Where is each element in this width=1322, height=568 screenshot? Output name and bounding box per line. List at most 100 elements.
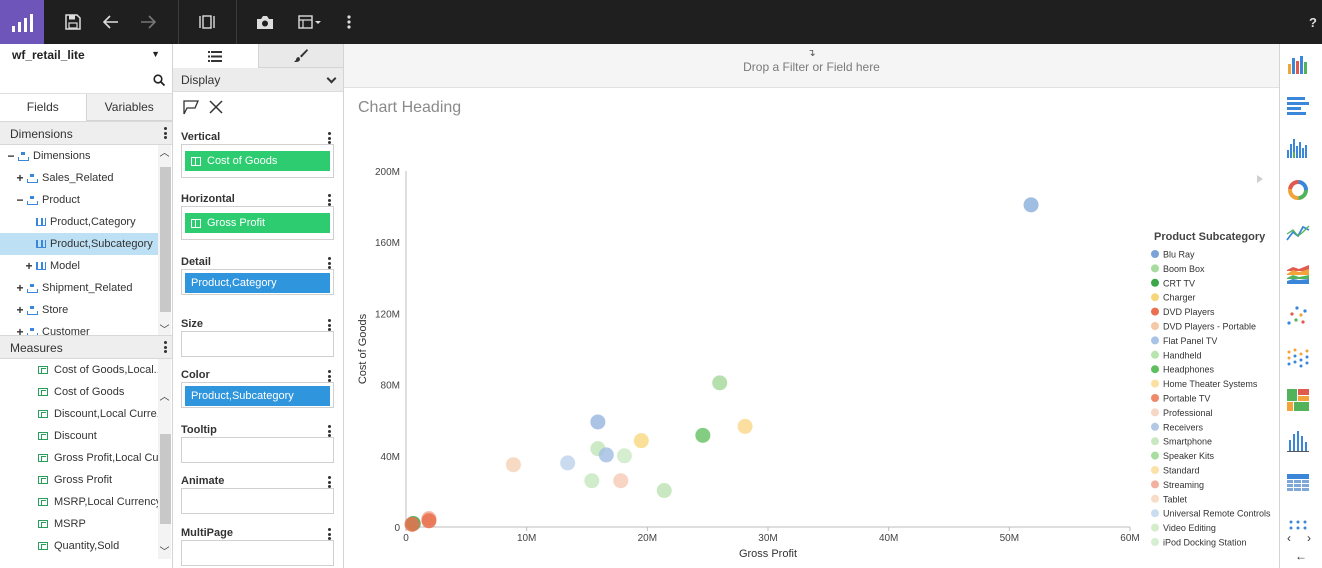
kebab-icon[interactable] <box>328 257 331 269</box>
tree-item[interactable]: − Product <box>0 189 172 211</box>
scroll-thumb[interactable] <box>160 167 171 312</box>
collapse-arrow-icon[interactable]: ← <box>1295 549 1307 563</box>
chart-heading[interactable]: Chart Heading <box>358 99 462 116</box>
kebab-icon[interactable] <box>328 319 331 331</box>
filter-dropzone[interactable]: ↴ Drop a Filter or Field here <box>344 44 1279 88</box>
chevron-up-icon[interactable]: ︿ <box>159 392 170 403</box>
tree-item[interactable]: + Sales_Related <box>0 167 172 189</box>
datasource-select[interactable]: wf_retail_lite ▼ <box>0 44 172 68</box>
tree-item[interactable]: + Shipment_Related <box>0 277 172 299</box>
stacked-bar-icon[interactable] <box>1286 430 1310 454</box>
more-charts-icon[interactable] <box>1286 518 1310 530</box>
tab-fields[interactable]: Fields <box>0 94 86 121</box>
legend-swatch <box>1151 509 1159 518</box>
expand-icon[interactable]: + <box>25 259 33 273</box>
search-input[interactable] <box>0 68 150 92</box>
view-icon[interactable] <box>293 0 327 44</box>
shelf-dropzone[interactable] <box>181 437 334 463</box>
measure-icon <box>191 156 201 166</box>
field-pill[interactable]: Product,Subcategory <box>185 386 330 406</box>
line-chart-icon[interactable] <box>1286 220 1310 244</box>
vertical-bar-chart-icon[interactable] <box>1286 52 1310 76</box>
measures-header[interactable]: Measures <box>0 335 172 359</box>
shelf-dropzone[interactable] <box>181 540 334 566</box>
kebab-icon[interactable] <box>328 132 331 144</box>
chevron-down-icon[interactable]: ﹀ <box>159 325 170 335</box>
field-pill[interactable]: Product,Category <box>185 273 330 293</box>
tab-query[interactable] <box>173 44 258 68</box>
tab-variables[interactable]: Variables <box>85 94 172 121</box>
collapse-icon[interactable]: − <box>16 193 24 207</box>
display-dropdown[interactable]: Display <box>173 68 343 92</box>
field-tabs: Fields Variables <box>0 94 172 121</box>
measure-item[interactable]: Quantity,Sold <box>0 535 172 557</box>
ring-chart-icon[interactable] <box>1286 178 1310 202</box>
dimensions-header[interactable]: Dimensions <box>0 121 172 145</box>
kebab-icon[interactable] <box>328 476 331 488</box>
shelf-dropzone[interactable] <box>181 331 334 357</box>
measure-item[interactable]: MSRP <box>0 513 172 535</box>
expand-icon[interactable]: + <box>16 303 24 317</box>
kebab-icon[interactable] <box>328 425 331 437</box>
shelf-dropzone[interactable]: Product,Subcategory <box>181 382 334 408</box>
tree-item[interactable]: + Model <box>0 255 172 277</box>
shelf-dropzone[interactable]: Cost of Goods <box>181 144 334 178</box>
measure-item[interactable]: Gross Profit <box>0 469 172 491</box>
dot-plot-icon[interactable] <box>1286 346 1310 370</box>
logo-icon[interactable] <box>0 0 44 44</box>
snapshot-icon[interactable] <box>247 0 283 44</box>
kebab-icon[interactable] <box>164 341 167 353</box>
shelf-label: Horizontal <box>181 193 235 205</box>
expand-icon[interactable]: + <box>16 281 24 295</box>
undo-icon[interactable] <box>93 0 129 44</box>
treemap-icon[interactable] <box>1286 388 1310 412</box>
tree-item[interactable]: Product,Category <box>0 211 172 233</box>
close-icon[interactable] <box>209 100 223 114</box>
scroll-thumb[interactable] <box>160 434 171 524</box>
kebab-icon[interactable] <box>164 127 167 139</box>
search-icon[interactable] <box>153 74 165 86</box>
measure-item[interactable]: Cost of Goods <box>0 381 172 403</box>
chevron-up-icon[interactable]: ︿ <box>159 148 170 159</box>
shelf-dropzone[interactable]: Product,Category <box>181 269 334 295</box>
fit-icon[interactable] <box>189 0 225 44</box>
measure-item[interactable]: Gross Profit,Local Cu... <box>0 447 172 469</box>
tree-item[interactable]: Product,Subcategory <box>0 233 158 255</box>
tab-format[interactable] <box>257 44 343 68</box>
tree-item[interactable]: + Store <box>0 299 172 321</box>
dimension-scrollbar[interactable]: ︿ ﹀ <box>158 145 171 335</box>
expand-icon[interactable]: + <box>16 171 24 185</box>
help-icon[interactable]: ? <box>1309 14 1317 30</box>
table-grid-icon[interactable] <box>1286 472 1310 496</box>
expand-icon[interactable]: + <box>16 325 24 335</box>
more-icon[interactable] <box>331 0 367 44</box>
redo-icon[interactable] <box>130 0 166 44</box>
measure-item[interactable]: MSRP,Local Currency <box>0 491 172 513</box>
tree-item[interactable]: + Customer <box>0 321 172 335</box>
flag-icon[interactable] <box>183 99 199 115</box>
measure-item[interactable]: Cost of Goods,Local... <box>0 359 172 381</box>
chevron-left-icon[interactable]: ‹ <box>1287 531 1291 545</box>
save-icon[interactable] <box>55 0 91 44</box>
measure-item[interactable]: Discount <box>0 425 172 447</box>
collapse-icon[interactable]: − <box>7 149 15 163</box>
kebab-icon[interactable] <box>328 370 331 382</box>
histogram-icon[interactable] <box>1286 136 1310 160</box>
legend-item-label: Boom Box <box>1163 264 1205 274</box>
area-chart-icon[interactable] <box>1286 262 1310 286</box>
measure-scrollbar[interactable]: ︿ ﹀ <box>158 359 171 559</box>
kebab-icon[interactable] <box>328 194 331 206</box>
chevron-right-icon[interactable]: › <box>1307 531 1311 545</box>
shelf-dropzone[interactable]: Gross Profit <box>181 206 334 240</box>
shelf-dropzone[interactable] <box>181 488 334 514</box>
tree-item[interactable]: − Dimensions <box>0 145 172 167</box>
horizontal-bar-chart-icon[interactable] <box>1286 94 1310 118</box>
field-pill[interactable]: Gross Profit <box>185 213 330 233</box>
measure-label: Discount,Local Curre... <box>54 408 166 420</box>
scatter-chart-icon[interactable] <box>1286 304 1310 328</box>
chevron-down-icon[interactable]: ﹀ <box>159 547 170 558</box>
measure-item[interactable]: Discount,Local Curre... <box>0 403 172 425</box>
field-pill[interactable]: Cost of Goods <box>185 151 330 171</box>
kebab-icon[interactable] <box>328 528 331 540</box>
legend-swatch <box>1151 437 1159 446</box>
